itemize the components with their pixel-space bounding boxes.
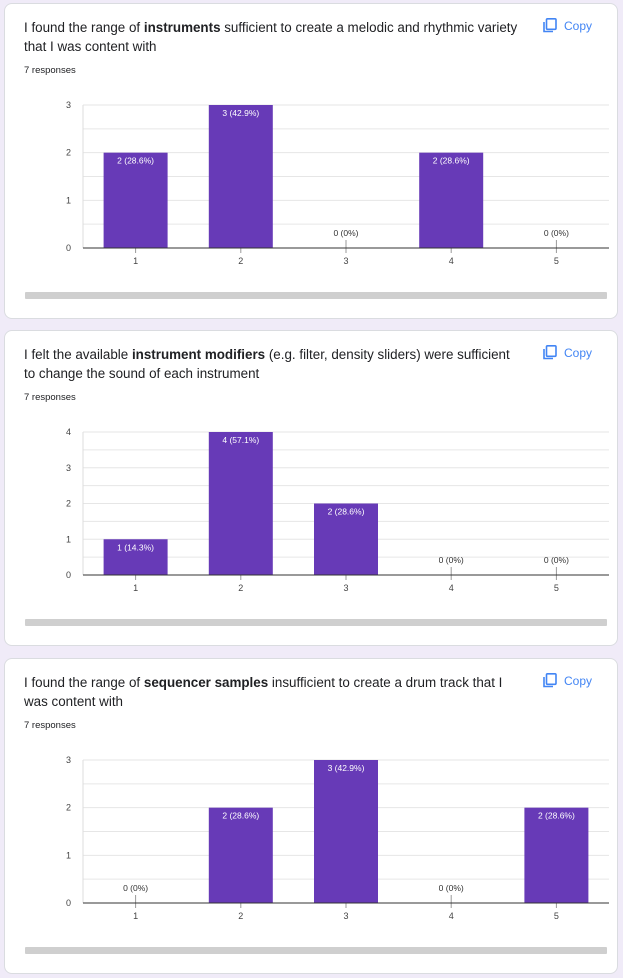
copy-icon — [543, 345, 557, 360]
bar — [314, 503, 378, 575]
copy-label: Copy — [564, 18, 593, 33]
bar-chart: 0 1 2 3 2 (28.6%) 1 3 (42.9%) 2 0 (0%) 3 2 (28.6%)… — [66, 100, 609, 266]
response-count: 7 responses — [24, 720, 76, 731]
x-tick-label: 4 — [449, 911, 454, 921]
copy-label: Copy — [564, 673, 593, 688]
x-tick-label: 1 — [133, 583, 138, 593]
x-tick-label: 5 — [554, 583, 559, 593]
horizontal-scrollbar[interactable] — [25, 947, 607, 954]
copy-button[interactable]: Copy — [543, 345, 592, 360]
y-tick-label: 1 — [66, 850, 71, 860]
data-label: 0 (0%) — [439, 555, 464, 565]
y-tick-label: 0 — [66, 570, 71, 580]
horizontal-scrollbar[interactable] — [25, 619, 607, 626]
bar — [208, 432, 273, 575]
data-label: 2 (28.6%) — [222, 811, 259, 821]
question-title: I felt the available instrument modifier… — [24, 347, 510, 381]
y-tick-label: 0 — [66, 898, 71, 908]
x-tick-label: 1 — [133, 911, 138, 921]
question-title: I found the range of sequencer samples i… — [24, 675, 503, 709]
horizontal-scrollbar[interactable] — [25, 292, 607, 299]
bar — [208, 105, 273, 248]
x-tick-label: 2 — [238, 256, 243, 266]
x-tick-label: 3 — [343, 583, 348, 593]
y-tick-label: 3 — [66, 100, 71, 110]
copy-icon — [543, 18, 557, 33]
data-label: 0 (0%) — [439, 883, 464, 893]
y-tick-label: 2 — [66, 803, 71, 813]
x-tick-label: 4 — [449, 583, 454, 593]
question-card: I found the range of sequencer samples i… — [4, 658, 618, 974]
data-label: 2 (28.6%) — [538, 811, 575, 821]
bar — [419, 152, 484, 248]
copy-button[interactable]: Copy — [543, 18, 592, 33]
response-count: 7 responses — [24, 392, 76, 403]
x-tick-label: 2 — [238, 583, 243, 593]
data-label: 0 (0%) — [123, 883, 148, 893]
copy-icon — [543, 673, 557, 688]
data-label: 3 (42.9%) — [222, 108, 259, 118]
data-label: 3 (42.9%) — [328, 763, 365, 773]
y-tick-label: 2 — [66, 148, 71, 158]
y-tick-label: 3 — [66, 755, 71, 765]
data-label: 2 (28.6%) — [328, 507, 365, 517]
x-tick-label: 3 — [343, 256, 348, 266]
data-label: 0 (0%) — [544, 228, 569, 238]
y-tick-label: 1 — [66, 534, 71, 544]
y-tick-label: 0 — [66, 243, 71, 253]
question-card: I felt the available instrument modifier… — [4, 330, 618, 646]
bar — [524, 807, 589, 903]
x-tick-label: 4 — [449, 256, 454, 266]
x-tick-label: 5 — [554, 256, 559, 266]
copy-label: Copy — [564, 345, 593, 360]
bar-chart: 0 1 2 3 0 (0%) 1 2 (28.6%) 2 3 (42.9%) 3 0 (0%) 4 2 … — [66, 755, 609, 921]
bar-chart: 0 1 2 3 4 1 (14.3%) 1 4 (57.1%) 2 2 (28.6%) 3 0 (0%… — [66, 427, 609, 593]
question-title: I found the range of instruments suffici… — [24, 20, 518, 54]
y-tick-label: 3 — [66, 463, 71, 473]
bar — [103, 539, 168, 575]
y-tick-label: 1 — [66, 195, 71, 205]
x-tick-label: 5 — [554, 911, 559, 921]
copy-button[interactable]: Copy — [543, 673, 592, 688]
y-tick-label: 4 — [66, 427, 71, 437]
x-tick-label: 2 — [238, 911, 243, 921]
data-label: 4 (57.1%) — [222, 435, 259, 445]
y-tick-label: 2 — [66, 499, 71, 509]
question-card: I found the range of instruments suffici… — [4, 3, 618, 319]
data-label: 0 (0%) — [544, 555, 569, 565]
data-label: 2 (28.6%) — [433, 156, 470, 166]
x-tick-label: 3 — [343, 911, 348, 921]
data-label: 1 (14.3%) — [117, 542, 154, 552]
bar — [314, 760, 378, 903]
bar — [208, 807, 273, 903]
response-count: 7 responses — [24, 65, 76, 76]
data-label: 2 (28.6%) — [117, 156, 154, 166]
data-label: 0 (0%) — [333, 228, 358, 238]
bar — [103, 152, 168, 248]
x-tick-label: 1 — [133, 256, 138, 266]
